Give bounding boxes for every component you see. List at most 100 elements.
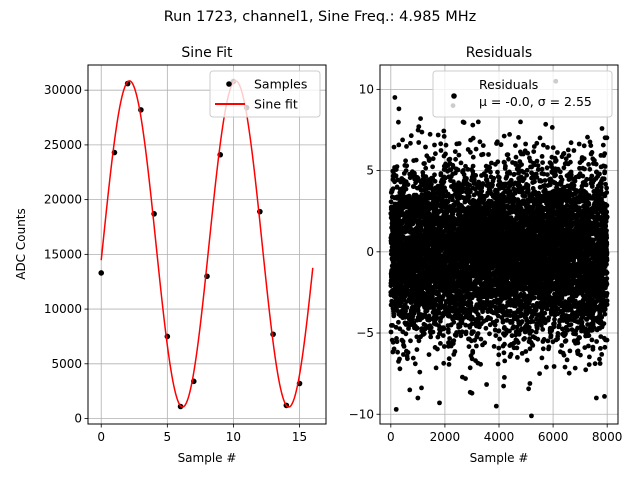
figure-suptitle: Run 1723, channel1, Sine Freq.: 4.985 MH… bbox=[164, 9, 477, 25]
residual-point bbox=[446, 362, 452, 367]
sine-fit-ytick-label: 20000 bbox=[44, 193, 82, 207]
residual-point bbox=[463, 322, 469, 328]
residual-point bbox=[487, 331, 492, 337]
residual-point bbox=[394, 339, 400, 345]
residual-point bbox=[502, 375, 507, 380]
residual-point bbox=[402, 314, 408, 320]
residual-point bbox=[395, 349, 400, 355]
sine-fit-xtick-label: 0 bbox=[97, 430, 105, 444]
residual-point bbox=[397, 326, 403, 332]
residual-point bbox=[416, 338, 422, 344]
residual-point bbox=[508, 351, 514, 357]
residual-point bbox=[397, 356, 402, 362]
residual-point bbox=[441, 128, 447, 134]
residual-point bbox=[441, 134, 447, 139]
legend-samples-label: Samples bbox=[254, 77, 307, 92]
residual-point bbox=[478, 361, 483, 367]
residual-point bbox=[501, 350, 507, 356]
residual-point bbox=[463, 329, 469, 335]
residual-point bbox=[400, 137, 405, 143]
residual-point bbox=[438, 148, 444, 153]
residual-point bbox=[480, 151, 486, 157]
sine-fit-ytick-label: 0 bbox=[74, 412, 82, 426]
residual-point bbox=[506, 156, 511, 162]
residuals-plot-area bbox=[388, 78, 610, 419]
sine-fit-xtick-label: 5 bbox=[164, 430, 172, 444]
residual-point bbox=[470, 135, 476, 141]
residual-point bbox=[393, 324, 399, 330]
sine-fit-panel: Sine Fit 0 5 10 150500010000150002000025000… bbox=[14, 45, 327, 465]
residual-point bbox=[491, 175, 497, 181]
residual-point bbox=[404, 163, 410, 169]
residual-point bbox=[456, 152, 462, 158]
residual-point bbox=[469, 390, 475, 396]
residual-point bbox=[433, 151, 438, 157]
residual-point bbox=[394, 164, 400, 170]
sine-fit-plot-area bbox=[98, 78, 314, 410]
residual-point bbox=[516, 135, 521, 140]
residual-point bbox=[401, 344, 407, 349]
residual-point bbox=[501, 133, 507, 139]
residual-point bbox=[426, 158, 432, 164]
residual-point bbox=[432, 142, 437, 148]
residual-point bbox=[401, 352, 406, 357]
residual-point bbox=[458, 160, 464, 166]
residual-point bbox=[441, 360, 447, 366]
residual-point bbox=[430, 329, 436, 335]
residual-point bbox=[403, 168, 409, 174]
residual-point bbox=[412, 361, 418, 367]
residual-point bbox=[408, 140, 413, 146]
residual-point bbox=[488, 169, 493, 175]
residual-point bbox=[446, 329, 451, 335]
residual-point bbox=[452, 149, 458, 155]
residual-point bbox=[487, 165, 493, 171]
residual-point bbox=[478, 336, 484, 342]
residual-point bbox=[474, 343, 479, 349]
residual-point bbox=[390, 339, 396, 345]
residual-point bbox=[518, 119, 523, 125]
residual-point bbox=[405, 356, 410, 362]
sample-point bbox=[98, 270, 105, 276]
residual-point bbox=[422, 161, 427, 166]
residual-point bbox=[396, 119, 401, 125]
residual-point bbox=[417, 184, 423, 189]
residual-point bbox=[461, 120, 467, 125]
residual-point bbox=[440, 333, 446, 338]
residual-point bbox=[421, 331, 427, 337]
residual-point bbox=[403, 331, 409, 337]
residual-point bbox=[515, 355, 520, 360]
residual-point bbox=[473, 173, 479, 178]
residual-point bbox=[430, 294, 435, 299]
residual-point bbox=[496, 175, 502, 181]
residual-point bbox=[432, 178, 438, 184]
residual-point bbox=[416, 140, 422, 145]
residual-point bbox=[482, 340, 488, 346]
residual-point bbox=[495, 169, 500, 175]
residual-point bbox=[475, 331, 481, 336]
sine-fit-ytick-label: 30000 bbox=[44, 83, 82, 97]
residual-point bbox=[496, 345, 502, 351]
residual-point bbox=[430, 164, 435, 170]
residual-point bbox=[388, 329, 394, 335]
residual-point bbox=[471, 329, 476, 335]
residual-point bbox=[404, 144, 409, 149]
residual-point bbox=[441, 326, 447, 332]
residual-point bbox=[403, 158, 408, 164]
sine-fit-legend: Samples Sine fit bbox=[209, 70, 321, 118]
sine-fit-xlabel: Sample # bbox=[178, 451, 237, 465]
residual-point bbox=[427, 131, 433, 137]
residual-point bbox=[428, 334, 434, 340]
residual-point bbox=[441, 344, 447, 349]
residual-point bbox=[419, 385, 424, 391]
residual-point bbox=[418, 187, 424, 193]
residual-point bbox=[423, 165, 429, 171]
residual-point bbox=[428, 325, 434, 330]
residual-point bbox=[426, 352, 432, 357]
residual-point bbox=[429, 181, 434, 187]
residual-point bbox=[438, 141, 444, 147]
sine-fit-ytick-label: 10000 bbox=[44, 302, 82, 316]
sine-fit-ytick-label: 25000 bbox=[44, 138, 82, 152]
